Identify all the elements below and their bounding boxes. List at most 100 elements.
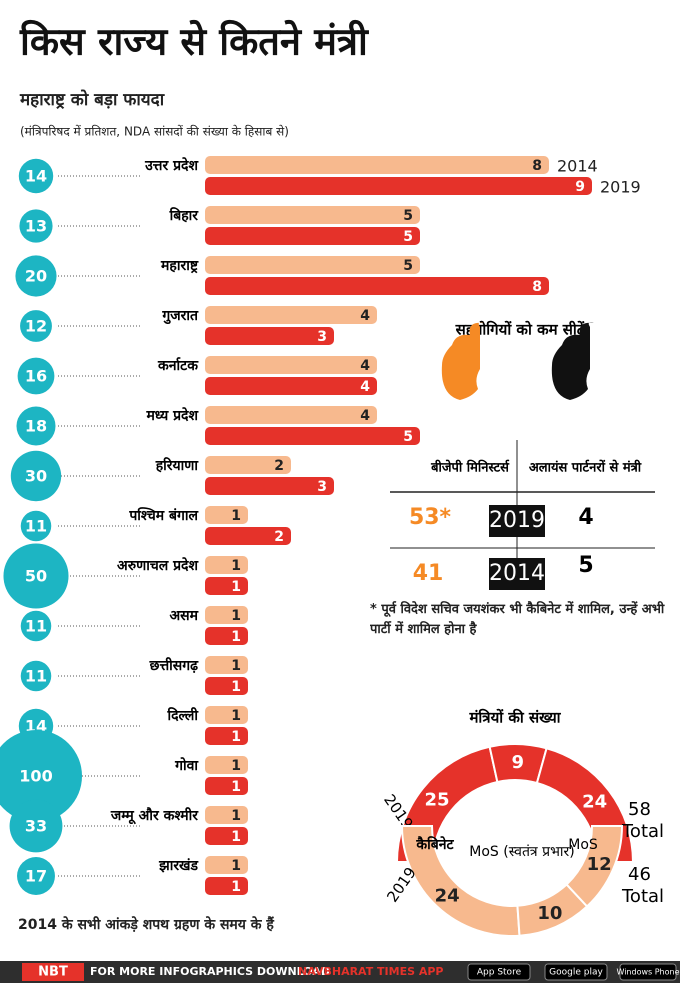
bubble-label: 18 — [25, 417, 47, 436]
total-label: Total — [621, 886, 664, 907]
bubble — [17, 857, 55, 895]
bubble-label: 20 — [25, 267, 47, 286]
value-label: 9 — [575, 179, 585, 195]
bar — [205, 706, 248, 724]
value-label: 2 — [274, 458, 284, 474]
bar — [205, 827, 248, 845]
store-label[interactable]: App Store — [477, 968, 522, 978]
ally-silhouette — [551, 322, 594, 400]
category-label: असम — [169, 608, 198, 624]
category-label: बिहार — [169, 207, 200, 224]
value-label: 1 — [231, 579, 241, 595]
bar — [205, 206, 420, 224]
bar — [205, 527, 291, 545]
table-cell: 5 — [578, 553, 593, 578]
bar — [205, 456, 291, 474]
category-label: झारखंड — [158, 858, 198, 874]
value-label: 1 — [231, 629, 241, 645]
bubble — [20, 660, 52, 692]
title: किस राज्य से कितने मंत्री — [19, 20, 369, 64]
total-label: Total — [621, 821, 664, 842]
arc-category: MoS — [568, 837, 598, 853]
bubble-label: 14 — [25, 167, 47, 186]
value-label: 8 — [532, 279, 542, 295]
bar — [205, 427, 420, 445]
arc-segment — [565, 825, 624, 908]
legend-label: 2019 — [600, 178, 641, 197]
bar — [205, 156, 549, 174]
arc-category: कैबिनेट — [415, 836, 454, 853]
note: (मंत्रिपरिषद में प्रतिशत, NDA सांसदों की… — [20, 125, 289, 139]
bubble — [15, 255, 57, 297]
category-label: जम्मू और कश्मीर — [110, 807, 199, 825]
category-label: गुजरात — [161, 308, 199, 325]
category-label: दिल्ली — [167, 707, 200, 724]
category-label: कर्नाटक — [157, 357, 199, 374]
bjp-silhouette — [441, 322, 484, 400]
bubble — [20, 610, 52, 642]
arc-value: 24 — [582, 791, 607, 812]
footer-text: FOR MORE INFOGRAPHICS DOWNLOAD — [90, 965, 330, 978]
value-label: 1 — [231, 558, 241, 574]
table-cell: 53* — [409, 505, 452, 530]
category-label: पश्चिम बंगाल — [128, 507, 198, 524]
value-label: 3 — [317, 329, 327, 345]
value-label: 1 — [231, 608, 241, 624]
value-label: 1 — [231, 879, 241, 895]
value-label: 1 — [231, 779, 241, 795]
value-label: 5 — [403, 208, 413, 224]
bar — [205, 577, 248, 595]
bubble-label: 11 — [25, 517, 47, 536]
table-footnote: * पूर्व विदेश सचिव जयशंकर भी कैबिनेट में… — [370, 602, 665, 637]
bar — [205, 477, 334, 495]
store-badge[interactable] — [467, 963, 531, 981]
bubble — [16, 406, 56, 446]
bar — [205, 227, 420, 245]
value-label: 5 — [403, 429, 413, 445]
value-label: 1 — [231, 858, 241, 874]
value-label: 8 — [532, 158, 542, 174]
category-label: छत्तीसगढ़ — [149, 657, 199, 674]
bar — [205, 306, 377, 324]
bar — [205, 727, 248, 745]
table-cell: 41 — [413, 561, 444, 586]
value-label: 2 — [274, 529, 284, 545]
bar — [205, 356, 377, 374]
value-label: 1 — [231, 808, 241, 824]
store-badge[interactable] — [619, 963, 677, 981]
bar — [205, 806, 248, 824]
store-label[interactable]: Google play — [549, 968, 603, 978]
bubble-label: 16 — [25, 367, 47, 386]
bubble — [19, 209, 53, 243]
footnote: 2014 के सभी आंकड़े शपथ ग्रहण के समय के ह… — [18, 916, 274, 933]
logo-box — [22, 963, 84, 981]
bubble-label: 100 — [19, 767, 52, 786]
legend-label: 2014 — [557, 157, 598, 176]
bar — [205, 677, 248, 695]
bar — [205, 627, 248, 645]
value-label: 4 — [360, 379, 370, 395]
bubble-label: 11 — [25, 667, 47, 686]
value-label: 1 — [231, 758, 241, 774]
arc-value: 10 — [537, 903, 562, 924]
year-box — [489, 505, 545, 537]
category-label: उत्तर प्रदेश — [144, 157, 198, 174]
bar — [205, 377, 377, 395]
arc-title: मंत्रियों की संख्या — [468, 709, 561, 727]
bar — [205, 256, 420, 274]
arc-value: 9 — [511, 752, 524, 773]
bar — [205, 327, 334, 345]
year-box — [489, 558, 545, 590]
logo: NBT — [38, 965, 68, 980]
store-label[interactable]: Windows Phone — [616, 968, 679, 977]
bar — [205, 556, 248, 574]
value-label: 1 — [231, 829, 241, 845]
table-heading: सहयोगियों को कम सीटें — [455, 321, 586, 339]
value-label: 1 — [231, 708, 241, 724]
arc-value: 25 — [425, 789, 450, 810]
bubble — [20, 310, 52, 342]
store-badge[interactable] — [544, 963, 608, 981]
bar — [205, 877, 248, 895]
category-label: हरियाणा — [155, 457, 200, 474]
